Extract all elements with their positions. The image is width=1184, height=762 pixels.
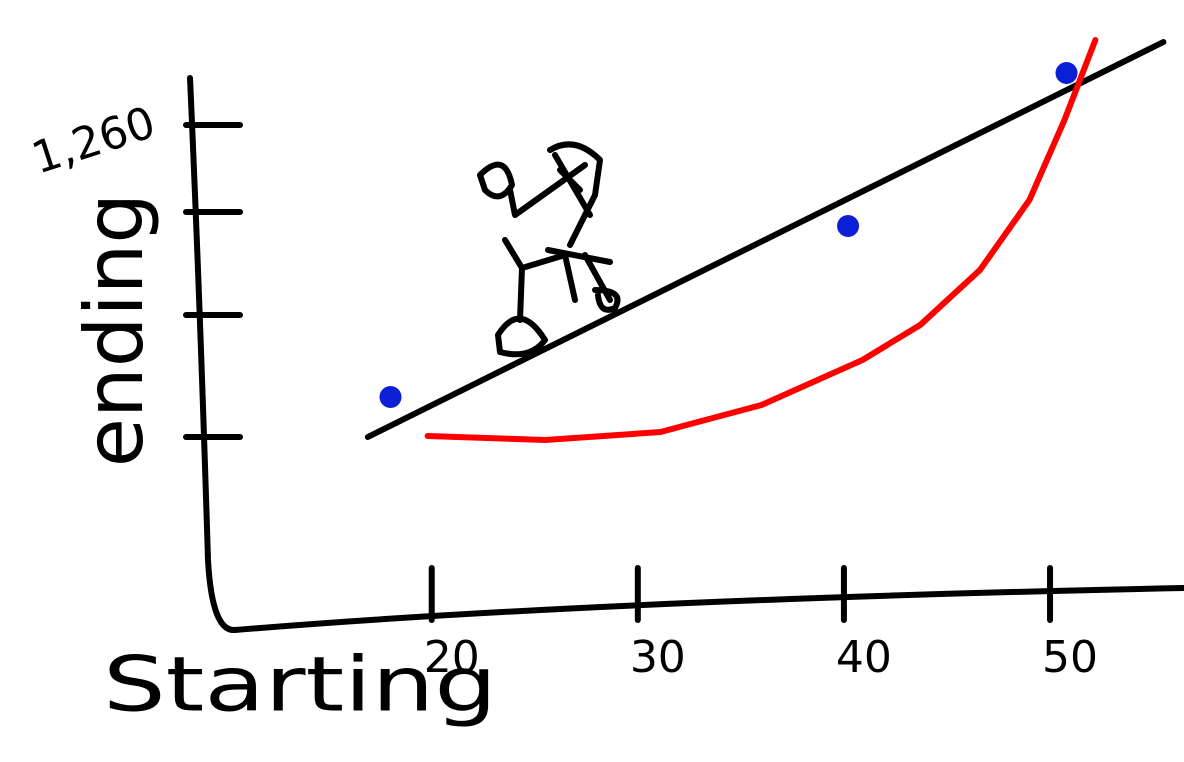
chart: Starting ending 203040501,260 (0, 0, 1184, 762)
y-tick-label: 1,260 (26, 97, 162, 184)
point (379, 386, 401, 408)
point (837, 215, 859, 237)
x-tick-label: 20 (424, 632, 480, 683)
axes (190, 78, 1184, 630)
point (1056, 62, 1078, 84)
x-tick-label: 40 (836, 632, 892, 683)
x-tick-label: 30 (630, 632, 686, 683)
page: Starting ending 203040501,260 (() => { c… (0, 0, 1184, 762)
y-axis-title: ending (68, 193, 161, 467)
line (368, 42, 1164, 437)
x-tick-label: 50 (1042, 632, 1098, 683)
